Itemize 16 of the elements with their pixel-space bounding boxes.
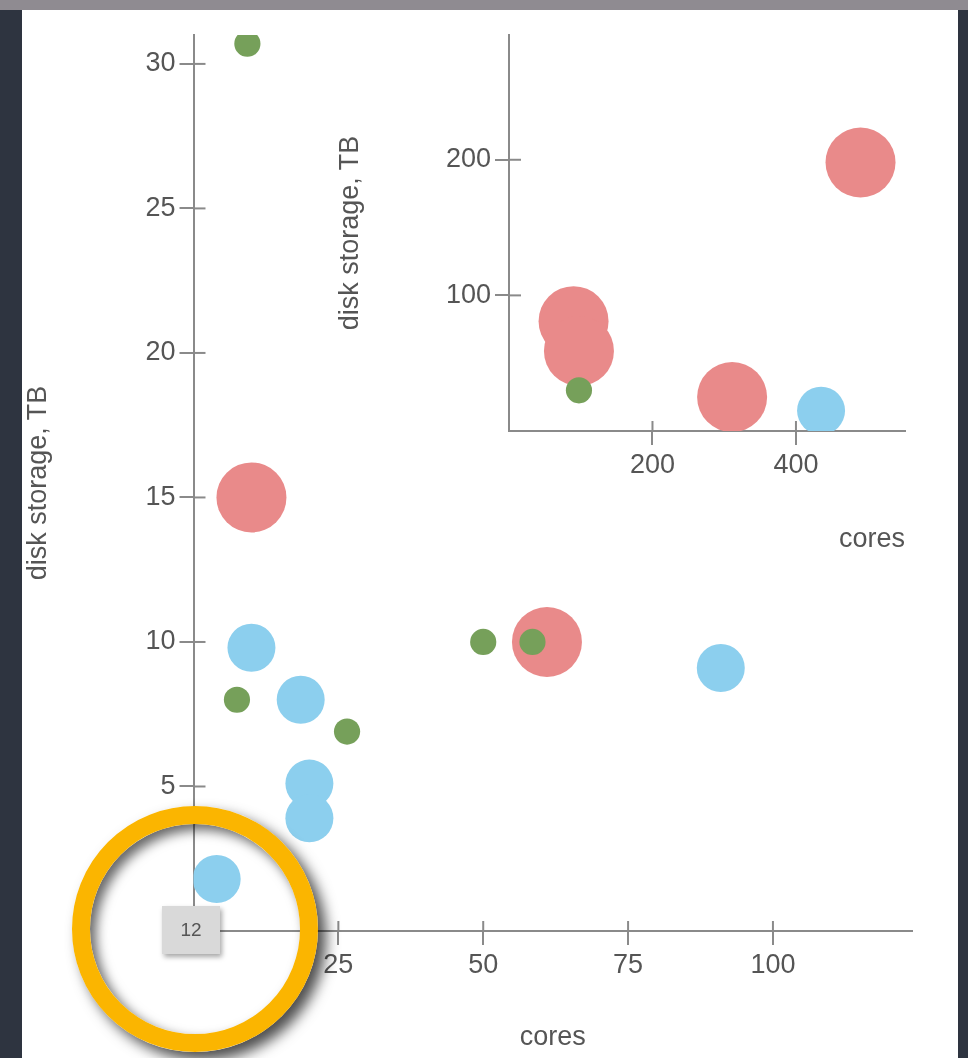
x-axis-title: cores <box>838 523 905 554</box>
y-axis-title: disk storage, TB <box>333 135 364 331</box>
y-tick-label: 30 <box>145 47 176 78</box>
y-axis-title: disk storage, TB <box>21 385 52 581</box>
y-tick-label: 25 <box>145 191 176 222</box>
x-axis-title: cores <box>519 1021 586 1052</box>
y-tick-label: 10 <box>145 625 176 656</box>
annotation: 12 <box>162 906 220 954</box>
y-tick-label: 20 <box>145 336 176 367</box>
x-tick-label: 400 <box>773 448 819 479</box>
y-tick-label: 15 <box>145 480 176 511</box>
y-tick-label: 5 <box>160 769 176 800</box>
x-tick-label: 75 <box>613 948 644 979</box>
x-tick-label: 100 <box>750 948 796 979</box>
x-tick-label: 50 <box>468 948 499 979</box>
x-tick-label: 25 <box>323 948 354 979</box>
